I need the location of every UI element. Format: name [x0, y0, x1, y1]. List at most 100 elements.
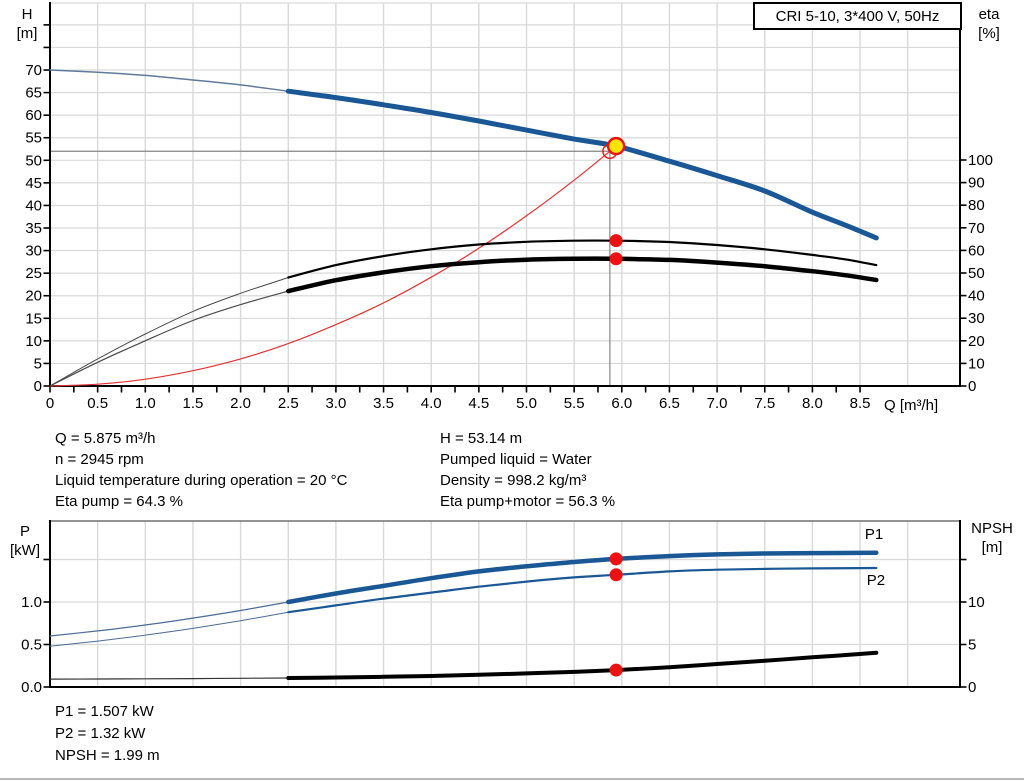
head-axis-symbol: H [21, 6, 33, 23]
x-tick-label: 4.0 [421, 395, 442, 412]
x-tick-label: 1.0 [135, 395, 156, 412]
series-label-P2: P2 [867, 572, 885, 589]
power-axis-unit: [kW] [10, 542, 40, 559]
y-left-tick-label: 45 [25, 175, 42, 192]
y-left-tick-label: 1.0 [21, 594, 42, 611]
y-left-tick-label: 10 [25, 333, 42, 350]
y-left-tick-label: 0.0 [21, 679, 42, 696]
y-right-tick-label: 90 [968, 175, 985, 192]
info-density: Density = 998.2 kg/m³ [440, 472, 587, 489]
upper-axes [43, 2, 967, 393]
left-axis-title-power: P [kW] [2, 522, 48, 560]
y-left-tick-label: 40 [25, 197, 42, 214]
info-temperature: Liquid temperature during operation = 20… [55, 472, 348, 489]
x-tick-label: 0.5 [87, 395, 108, 412]
x-tick-label: 6.0 [611, 395, 632, 412]
y-right-tick-label: 20 [968, 333, 985, 350]
info-eta-pumpmotor: Eta pump+motor = 56.3 % [440, 493, 616, 510]
right-axis-title-eta: eta [%] [966, 5, 1012, 43]
x-axis-title-flow: Q [m³/h] [884, 396, 984, 415]
upper-markers [602, 136, 626, 266]
y-left-tick-label: 50 [25, 152, 42, 169]
chart-title-box: CRI 5-10, 3*400 V, 50Hz [753, 2, 962, 30]
power-axis-symbol: P [19, 523, 30, 540]
curve-NPSH-thick [286, 650, 879, 680]
lower-markers [609, 552, 623, 677]
info-p1: P1 = 1.507 kW [55, 703, 154, 720]
y-left-tick-label: 65 [25, 85, 42, 102]
y-right-tick-label: 40 [968, 288, 985, 305]
lower-axes [43, 520, 967, 688]
series-label-text: P1 [865, 526, 883, 543]
lower-tick-labels: 0.0 0.5 1.0 0 5 10 [21, 594, 985, 696]
marker-NPSH [609, 663, 623, 677]
head-axis-unit: [m] [16, 25, 38, 42]
x-tick-label: 5.5 [564, 395, 585, 412]
series-label-text: P2 [867, 572, 885, 589]
x-tick-label: 7.0 [707, 395, 728, 412]
power-info-bottom: P1 = 1.507 kW P2 = 1.32 kW NPSH = 1.99 m [55, 701, 160, 767]
npsh-axis-unit: [m] [981, 539, 1003, 556]
y-left-tick-label: 30 [25, 243, 42, 260]
y-right-tick-label: 100 [968, 152, 993, 169]
x-tick-label: 4.5 [468, 395, 489, 412]
info-flow: Q = 5.875 m³/h [55, 430, 156, 447]
upper-chart: 0 0.5 1.0 1.5 2.0 2.5 3.0 3.5 4.0 4.5 5.0 5.5 6.0 6.5… [25, 2, 993, 412]
y-left-tick-label: 55 [25, 130, 42, 147]
curve-pump-head-curve-thick [285, 88, 879, 241]
x-tick-label: 3.5 [373, 395, 394, 412]
x-tick-label: 6.5 [659, 395, 680, 412]
x-tick-label: 8.0 [802, 395, 823, 412]
duty-info-right: H = 53.14 m Pumped liquid = Water Densit… [440, 428, 615, 512]
eta-axis-symbol: eta [978, 6, 1000, 23]
info-head: H = 53.14 m [440, 430, 523, 447]
upper-tick-labels: 0 0.5 1.0 1.5 2.0 2.5 3.0 3.5 4.0 4.5 5.0 5.5 6.0 6.5… [25, 62, 993, 412]
y-left-tick-label: 60 [25, 107, 42, 124]
y-right-tick-label: 30 [968, 310, 985, 327]
y-left-tick-label: 0.5 [21, 637, 42, 654]
y-left-tick-label: 0 [34, 378, 42, 395]
x-tick-label: 1.5 [183, 395, 204, 412]
y-right-tick-label: 0 [968, 378, 976, 395]
curve-pump-head-curve-thin [49, 69, 290, 92]
x-tick-label: 5.0 [516, 395, 537, 412]
curve-P2-thin [49, 611, 289, 647]
duty-info-left: Q = 5.875 m³/h n = 2945 rpm Liquid tempe… [55, 428, 347, 512]
y-right-tick-label: 70 [968, 220, 985, 237]
curve-P1-thick [286, 550, 879, 605]
y-left-tick-label: 15 [25, 310, 42, 327]
curve-P2-thick [287, 566, 878, 614]
x-tick-label: 7.5 [754, 395, 775, 412]
y-right-tick-label: 60 [968, 242, 985, 259]
y-left-tick-label: 25 [25, 265, 42, 282]
curve-eta-pump-motor-thick [286, 256, 879, 294]
y-left-tick-label: 5 [34, 355, 42, 372]
lower-grid [50, 520, 960, 687]
marker-P2 [609, 568, 623, 582]
flow-axis-label: Q [m³/h] [884, 397, 939, 414]
curve-eta-pump-thin [49, 277, 289, 387]
y-left-tick-label: 20 [25, 288, 42, 305]
y-right-tick-label: 50 [968, 265, 985, 282]
x-tick-label: 0 [46, 395, 54, 412]
y-right-tick-label: 10 [968, 594, 985, 611]
info-speed: n = 2945 rpm [55, 451, 144, 468]
info-p2: P2 = 1.32 kW [55, 725, 146, 742]
npsh-axis-symbol: NPSH [971, 520, 1013, 537]
actual-duty-point [606, 136, 626, 156]
x-tick-label: 2.5 [278, 395, 299, 412]
y-right-tick-label: 10 [968, 355, 985, 372]
curve-P1-thin [49, 601, 289, 637]
marker-eta-pump [609, 234, 623, 248]
y-right-tick-label: 0 [968, 679, 976, 696]
x-tick-label: 8.5 [850, 395, 871, 412]
eta-axis-unit: [%] [978, 25, 1000, 42]
chart-title: CRI 5-10, 3*400 V, 50Hz [775, 7, 940, 25]
curve-NPSH-thin [49, 677, 289, 680]
upper-grid [50, 2, 960, 386]
x-tick-label: 2.0 [230, 395, 251, 412]
info-npsh: NPSH = 1.99 m [55, 747, 160, 764]
marker-P1 [609, 552, 623, 566]
